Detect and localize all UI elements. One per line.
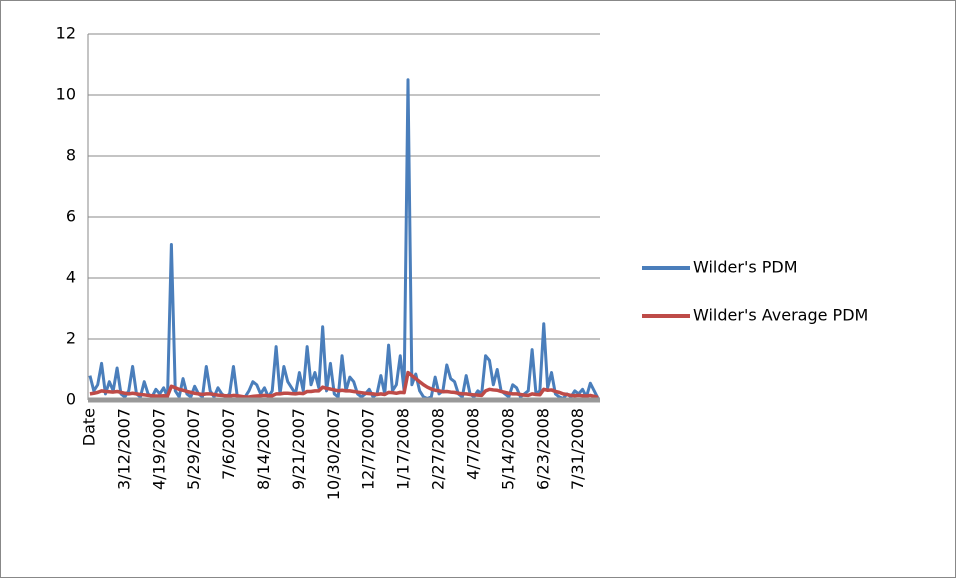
y-tick-label: 0 — [66, 390, 76, 409]
x-tick-label: 8/14/2007 — [254, 408, 273, 490]
x-tick-label: 3/12/2007 — [114, 408, 133, 490]
x-tick-label: 7/6/2007 — [219, 408, 238, 480]
x-tick-label: 2/27/2008 — [429, 408, 448, 490]
y-tick-label: 4 — [66, 268, 76, 287]
legend-label: Wilder's PDM — [693, 258, 798, 277]
x-tick-label: 4/7/2008 — [463, 408, 482, 480]
series-line — [88, 78, 600, 400]
y-tick-label: 2 — [66, 329, 76, 348]
y-tick-label: 12 — [56, 24, 76, 43]
x-tick-label: 6/23/2008 — [533, 408, 552, 490]
x-tick-label: 5/29/2007 — [184, 408, 203, 490]
x-tick-label: 10/30/2007 — [324, 408, 343, 500]
x-tick-label: 12/7/2007 — [359, 408, 378, 490]
y-tick-label: 6 — [66, 207, 76, 226]
x-tick-label: 5/14/2008 — [498, 408, 517, 490]
x-tick-label: 4/19/2007 — [149, 408, 168, 490]
x-tick-label: Date — [79, 408, 98, 446]
series-line — [89, 370, 599, 400]
x-tick-label: 7/31/2008 — [568, 408, 587, 490]
x-tick-label: 9/21/2007 — [289, 408, 308, 490]
legend-label: Wilder's Average PDM — [693, 306, 868, 325]
x-tick-label: 1/17/2008 — [394, 408, 413, 490]
y-tick-label: 8 — [66, 146, 76, 165]
y-tick-label: 10 — [56, 85, 76, 104]
